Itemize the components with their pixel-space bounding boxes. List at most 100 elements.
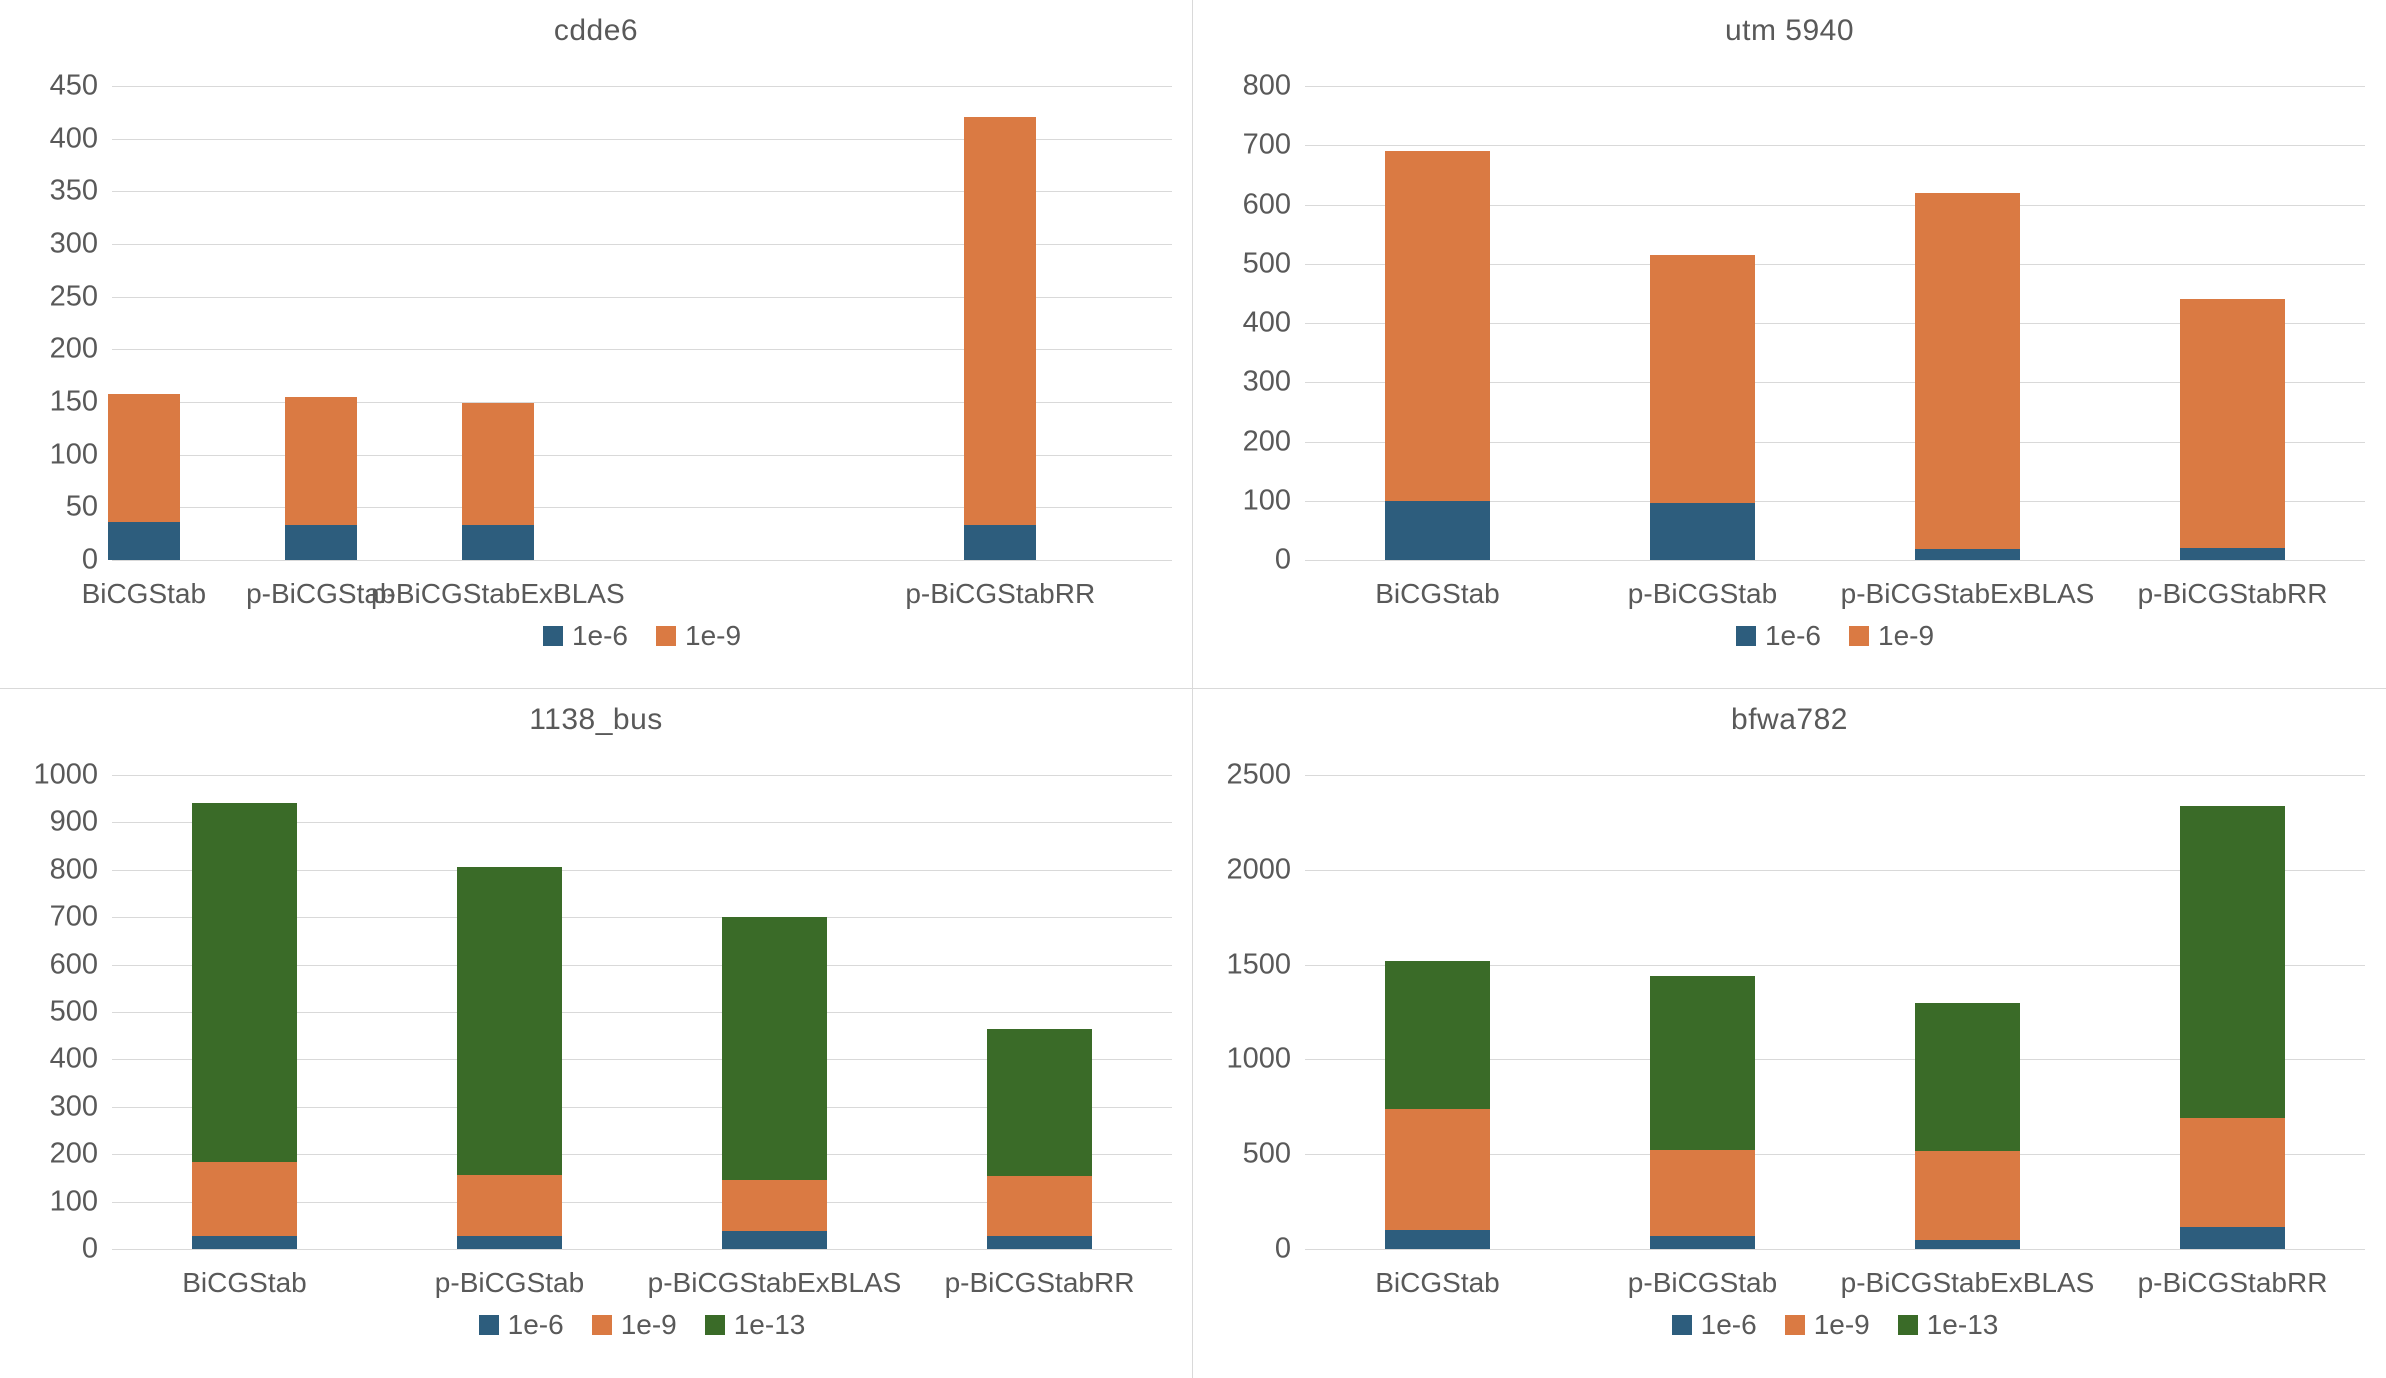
y-axis-tick-label: 700 [1242,128,1291,161]
bar-segment-1e-9 [1650,1150,1755,1236]
gridline [112,86,1172,87]
gridline [112,1201,1172,1203]
bar-segment-1e-9 [964,116,1037,526]
x-axis-category-label: BiCGStab [182,1267,307,1298]
y-axis-tick-label: 1500 [1226,948,1291,981]
plot-area: 0 100 200 300 400 500 600 700 800 BiCGStab p-BiCGS… [1243,71,2365,650]
bar-segment-1e-9 [2180,299,2285,549]
gridline [112,775,1172,776]
gridline [112,191,1172,193]
legend-label: 1e-9 [1813,1309,1870,1340]
gridline [1305,1059,2365,1061]
bar-segment-1e-13 [457,866,562,1175]
bar-segment-1e-13 [987,1028,1092,1176]
legend-label: 1e-9 [620,1309,677,1340]
legend-swatch-icon [1671,1315,1692,1335]
chart-panel-top-left: cdde6 0 50 100 150 200 250 300 350 400 450 BiCGSta… [0,0,1192,688]
bar-segment-1e-9 [192,1162,297,1236]
legend-label: 1e-6 [507,1309,564,1340]
x-axis-category-label: p-BiCGStabRR [2137,1267,2328,1298]
chart-title: bfwa782 [1731,703,1848,736]
y-axis-tick-label: 400 [49,1042,98,1075]
bar-segment-1e-9 [1385,1108,1490,1231]
gridline [112,507,1172,509]
x-axis-category-label: p-BiCGStabRR [944,1267,1135,1298]
y-axis-tick-label: 0 [1274,1232,1291,1265]
x-axis-category-label: p-BiCGStabExBLAS [1840,1267,2095,1298]
x-axis-category-label: p-BiCGStab [1627,578,1778,609]
bar-segment-1e-13 [1915,1002,2020,1152]
legend-label: 1e-6 [1764,620,1821,651]
y-axis-tick-label: 2000 [1226,853,1291,886]
legend: 1e-6 1e-9 [52,622,1232,650]
y-axis-tick-label: 500 [1242,247,1291,280]
y-axis-tick-label: 2500 [1226,758,1291,791]
bar-segment-1e-6 [284,525,357,560]
y-axis-tick-label: 300 [49,1090,98,1123]
gridline [112,869,1172,871]
bar-segment-1e-6 [964,525,1037,560]
gridline [1305,560,2365,561]
bar-segment-1e-6 [987,1236,1092,1249]
bar-segment-1e-6 [2180,1227,2285,1249]
legend-label: 1e-9 [685,620,742,651]
gridline [112,560,1172,561]
x-axis-category-label: p-BiCGStab [1627,1267,1778,1298]
x-axis-category-label: BiCGStab [81,578,207,609]
gridline [1305,323,2365,324]
legend-swatch-icon [591,1315,612,1335]
legend-swatch-icon [542,626,563,646]
legend-item: 1e-9 [656,622,741,650]
bar-segment-1e-9 [107,393,180,523]
y-axis-tick-label: 200 [49,1137,98,1170]
legend: 1e-6 1e-9 1e-13 [1245,1311,2386,1339]
gridline [112,1012,1172,1013]
gridline [1305,204,2365,206]
y-axis-tick-label: 400 [49,122,98,155]
bar-segment-1e-9 [1915,1151,2020,1240]
y-axis-tick-label: 800 [1242,69,1291,102]
gridline [112,822,1172,824]
legend-label: 1e-9 [1878,620,1935,651]
legend-item: 1e-9 [591,1309,677,1340]
bar-segment-1e-13 [1385,960,1490,1109]
bar-segment-1e-6 [192,1235,297,1249]
gridline [112,1059,1172,1061]
y-axis-tick-label: 500 [1242,1137,1291,1170]
chart-panel-bottom-left: 1138_bus 0 100 200 300 400 500 600 700 800 900 100… [0,688,1192,1378]
legend-label: 1e-13 [1926,1309,1999,1340]
legend: 1e-6 1e-9 [1245,622,2386,650]
chart-panel-top-right: utm 5940 0 100 200 300 400 500 600 700 800 BiCGSt… [1192,0,2386,688]
gridline [1305,1154,2365,1156]
gridline [112,964,1172,966]
gridline [1305,86,2365,87]
gridline [112,454,1172,456]
y-axis-tick-label: 200 [49,332,98,365]
x-axis-category-label: p-BiCGStabRR [2137,578,2328,609]
x-axis-category-label: p-BiCGStab [434,1267,585,1298]
gridline [1305,382,2365,384]
chart-title: 1138_bus [529,703,663,736]
y-axis-tick-label: 450 [49,69,98,102]
y-axis-tick-label: 600 [49,948,98,981]
gridline [1305,263,2365,265]
bar-segment-1e-6 [1650,502,1755,560]
x-axis-category-label: p-BiCGStabExBLAS [1840,578,2095,609]
y-axis-tick-label: 100 [49,1185,98,1218]
gridline [112,1106,1172,1108]
y-axis-tick-label: 400 [1242,306,1291,339]
bar-segment-1e-6 [1915,549,2020,560]
legend-item: 1e-13 [704,1311,805,1339]
bar-segment-1e-6 [1650,1235,1755,1249]
legend: 1e-6 1e-9 1e-13 [52,1311,1232,1339]
x-axis-category-label: p-BiCGStab [246,578,396,609]
y-axis-tick-label: 700 [49,900,98,933]
chart-title: utm 5940 [1724,14,1855,47]
bar-segment-1e-6 [2180,548,2285,560]
legend-item: 1e-9 [1784,1309,1870,1340]
gridline [1305,500,2365,502]
y-axis-tick-label: 0 [1274,543,1291,576]
gridline [112,349,1172,351]
gridline [1305,775,2365,776]
y-axis-tick-label: 200 [1242,425,1291,457]
